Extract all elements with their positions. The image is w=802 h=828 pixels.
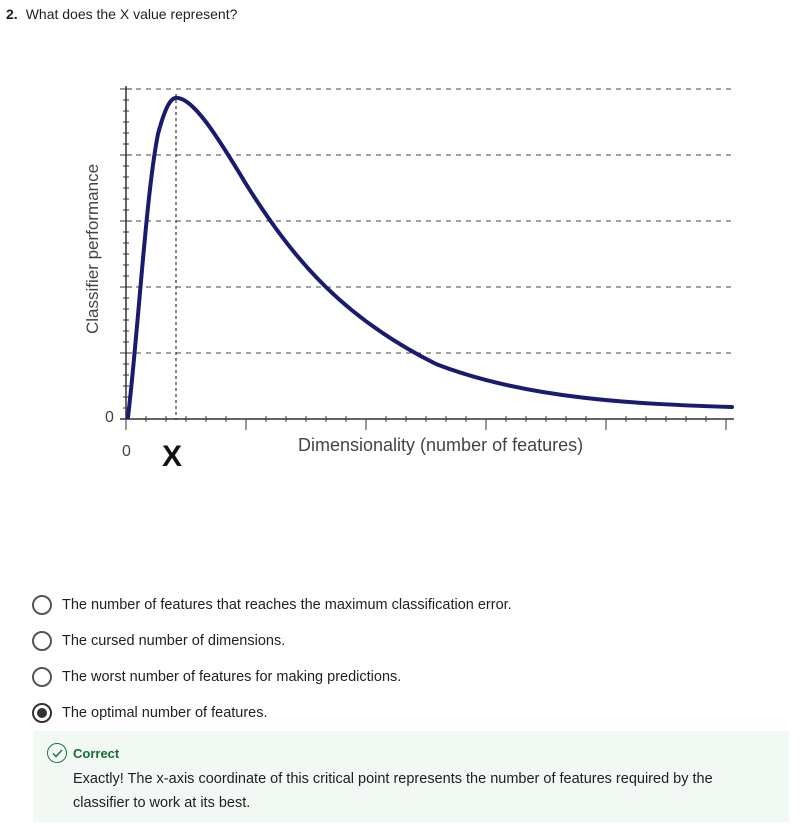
- option-1[interactable]: The cursed number of dimensions.: [32, 623, 512, 659]
- radio-button[interactable]: [32, 703, 52, 723]
- x-axis-label: Dimensionality (number of features): [298, 435, 583, 455]
- horizontal-gridlines: [126, 88, 736, 354]
- radio-button[interactable]: [32, 595, 52, 615]
- question-header: 2. What does the X value represent?: [6, 6, 237, 22]
- feedback-text: Exactly! The x-axis coordinate of this c…: [73, 771, 713, 811]
- x-zero-label: 0: [122, 443, 131, 460]
- option-0[interactable]: The number of features that reaches the …: [32, 587, 512, 623]
- option-3[interactable]: The optimal number of features.: [32, 695, 512, 731]
- option-label: The worst number of features for making …: [62, 669, 402, 685]
- x-axis-ticks: [125, 416, 727, 430]
- option-label: The optimal number of features.: [62, 705, 268, 721]
- option-label: The number of features that reaches the …: [62, 597, 512, 613]
- radio-button[interactable]: [32, 667, 52, 687]
- option-label: The cursed number of dimensions.: [62, 633, 286, 649]
- figure-svg: 0 0 X Dimensionality (number of features…: [83, 86, 736, 473]
- feedback-panel: Correct Exactly! The x-axis coordinate o…: [33, 731, 789, 822]
- y-zero-label: 0: [105, 409, 114, 426]
- question-number: 2.: [6, 6, 18, 22]
- check-circle-icon: [47, 743, 67, 763]
- answer-options: The number of features that reaches the …: [32, 587, 512, 731]
- feedback-header: Correct: [47, 743, 789, 763]
- x-marker-label: X: [162, 440, 182, 473]
- performance-curve: [126, 95, 734, 419]
- radio-button[interactable]: [32, 631, 52, 651]
- option-2[interactable]: The worst number of features for making …: [32, 659, 512, 695]
- feedback-status: Correct: [73, 745, 120, 761]
- y-axis-label: Classifier performance: [83, 164, 102, 334]
- y-axis-ticks: [120, 88, 132, 420]
- performance-vs-dimensionality-figure: 0 0 X Dimensionality (number of features…: [76, 74, 746, 474]
- question-text: What does the X value represent?: [25, 6, 238, 22]
